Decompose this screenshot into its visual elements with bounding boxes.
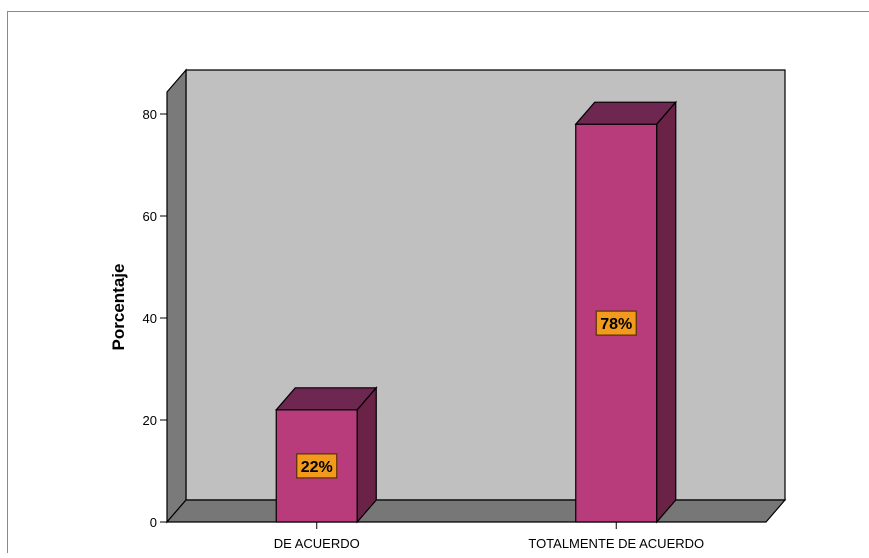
data-label: 78% (600, 316, 632, 333)
y-axis-title: Porcentaje (109, 264, 128, 351)
x-tick-label: TOTALMENTE DE ACUERDO (528, 536, 704, 551)
bar: 78% (576, 102, 676, 522)
left-wall (167, 70, 186, 522)
y-tick-label: 60 (143, 209, 157, 224)
y-tick-label: 40 (143, 311, 157, 326)
y-tick-label: 20 (143, 413, 157, 428)
y-tick-label: 80 (143, 107, 157, 122)
x-tick-label: DE ACUERDO (274, 536, 360, 551)
chart-walls (167, 70, 785, 522)
bar: 22% (276, 388, 376, 522)
bar-side (357, 388, 376, 522)
data-label: 22% (301, 459, 333, 476)
floor (167, 500, 785, 522)
y-tick-label: 0 (150, 515, 157, 530)
bar-side (657, 102, 676, 522)
